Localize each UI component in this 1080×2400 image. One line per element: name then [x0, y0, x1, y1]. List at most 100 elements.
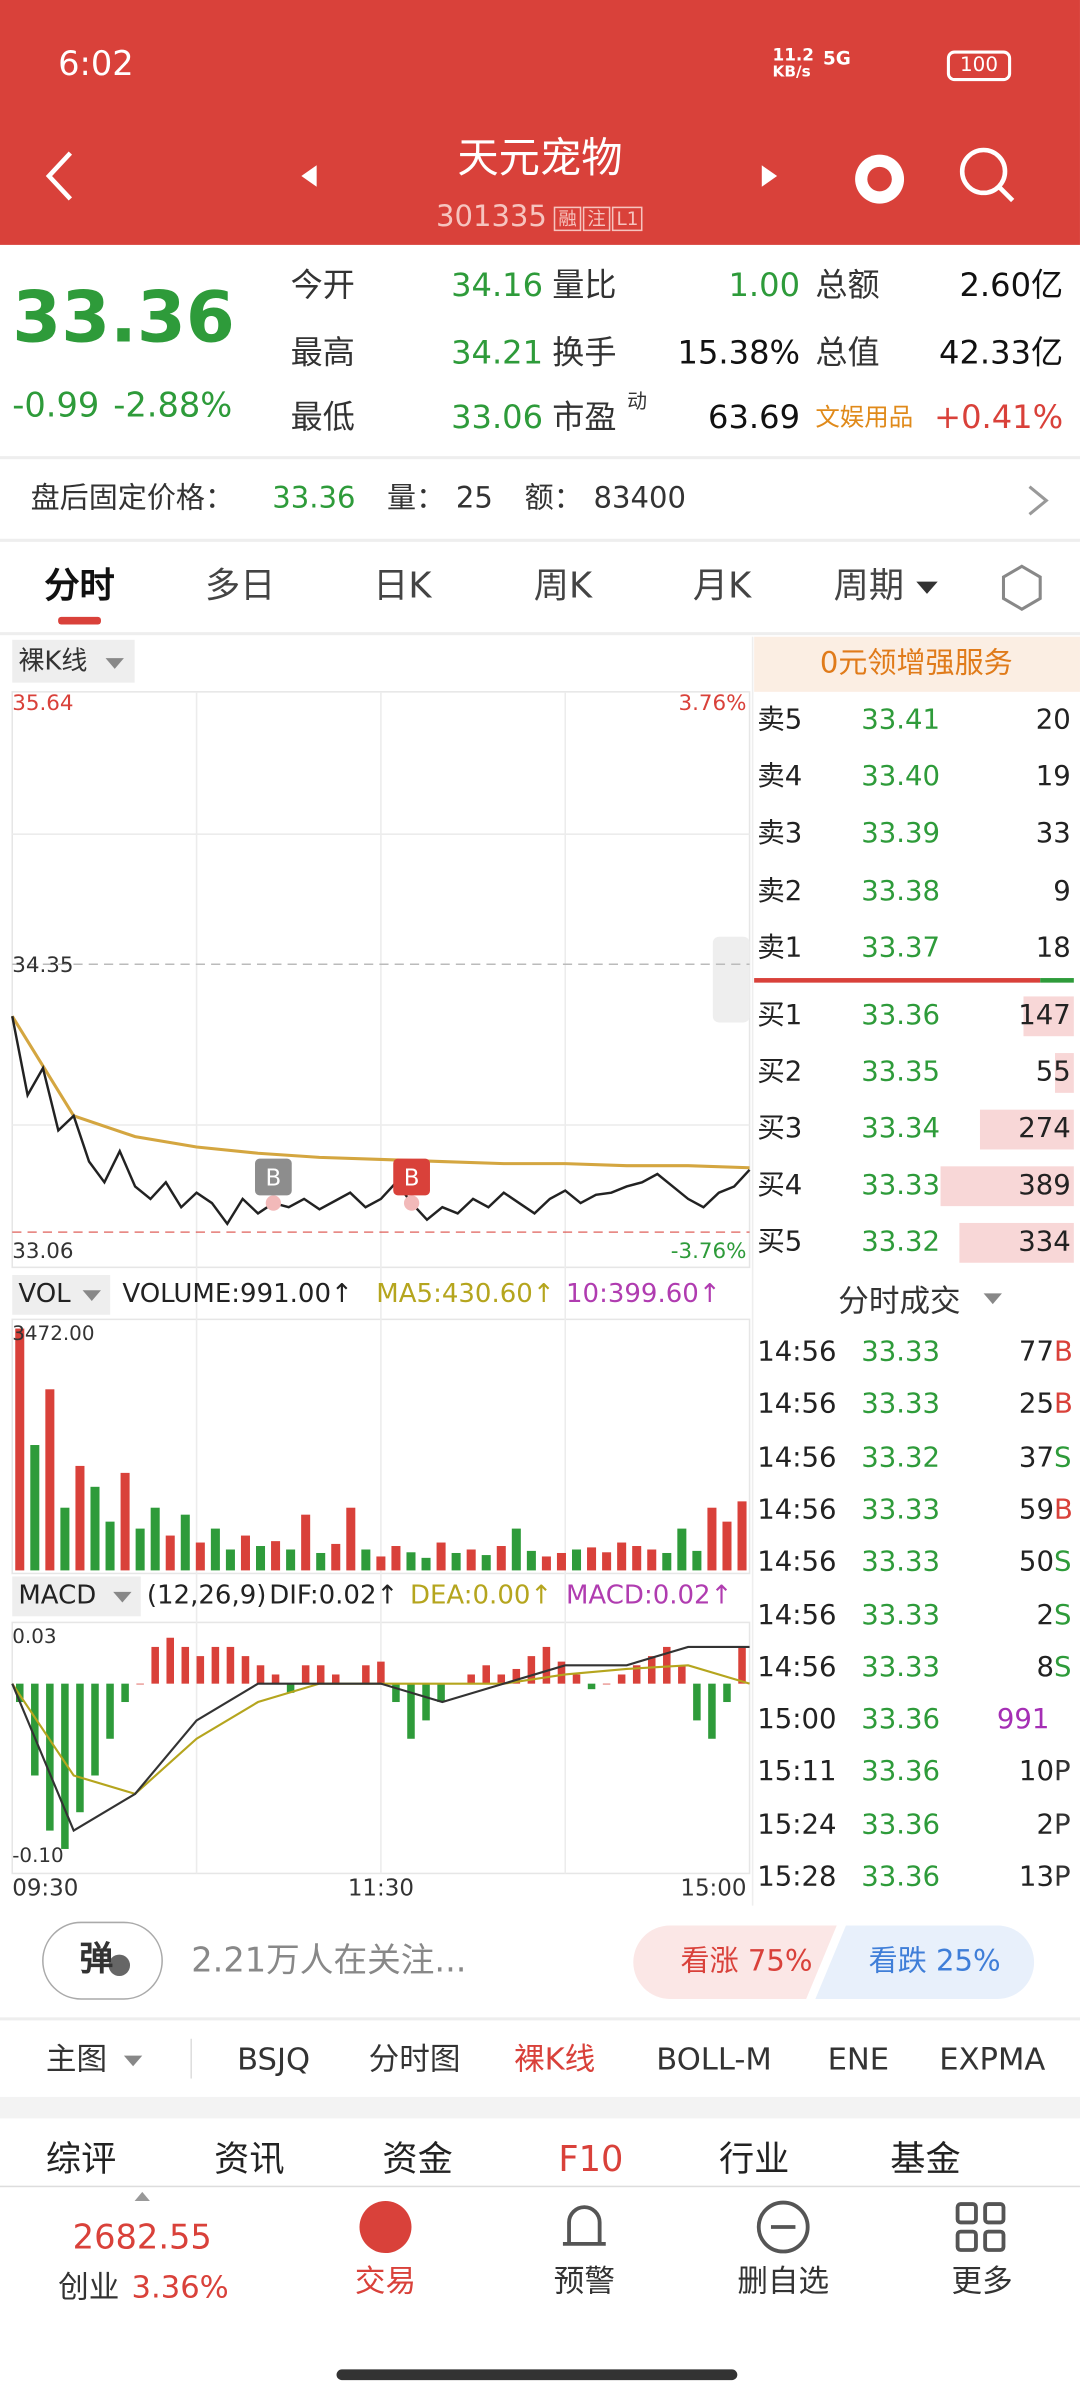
indicator-tab[interactable]: BOLL-M: [656, 2040, 772, 2078]
up-icon: [134, 2191, 150, 2202]
macd-bar: [286, 1683, 295, 1693]
bid-bar: [979, 1109, 1074, 1150]
volume-bar: [421, 1557, 431, 1571]
tab[interactable]: 周K: [533, 567, 593, 607]
macd-bar: [467, 1674, 475, 1684]
macd-bar: [181, 1646, 190, 1684]
label: 额：: [524, 481, 583, 516]
tab[interactable]: 月K: [692, 567, 752, 607]
next-icon[interactable]: [761, 165, 778, 187]
settings-icon[interactable]: [1001, 564, 1042, 611]
bid-bar: [1023, 996, 1074, 1037]
bear-pill[interactable]: [815, 1925, 1035, 1999]
bid-bar: [959, 1222, 1074, 1263]
bid-price: 33.36: [861, 999, 941, 1032]
battery: 100: [960, 54, 998, 78]
badge: 注: [582, 206, 611, 232]
pct-max: 3.76%: [678, 691, 747, 717]
selector[interactable]: MACD: [18, 1580, 97, 1611]
tab[interactable]: 日K: [373, 567, 432, 607]
search-icon[interactable]: [959, 147, 1008, 196]
divider: [0, 538, 1080, 542]
after-price: 33.36: [272, 481, 356, 516]
bid-volume: 55: [1035, 1056, 1071, 1089]
stat-value: 42.33亿: [939, 334, 1064, 372]
section-tab[interactable]: 资金: [382, 2140, 453, 2181]
bid-label: 买2: [757, 1056, 803, 1089]
remove-icon[interactable]: [756, 2200, 810, 2254]
nav-item[interactable]: 交易: [354, 2262, 417, 2299]
volume-bar: [105, 1521, 115, 1571]
ask-volume: 20: [1035, 704, 1071, 737]
macd-bar: [226, 1646, 235, 1684]
trade-side: P: [1053, 1756, 1071, 1789]
divider: [0, 2017, 1080, 2021]
volume-bar: [30, 1445, 40, 1571]
tab[interactable]: 周期: [833, 567, 905, 607]
volume-bar: [481, 1555, 491, 1571]
volume-bar: [556, 1552, 566, 1571]
nav-item[interactable]: 删自选: [737, 2262, 830, 2299]
tab[interactable]: 分时: [44, 567, 115, 607]
tab[interactable]: 多日: [204, 567, 276, 607]
indicator-tab[interactable]: 分时图: [368, 2040, 461, 2078]
dea-label: DEA:0.00↑: [409, 1580, 553, 1611]
marker-dot: [403, 1195, 420, 1211]
nav-item[interactable]: 预警: [553, 2262, 615, 2299]
dropdown-icon: [105, 658, 124, 669]
tab-underline: [58, 616, 101, 625]
indicator-tab[interactable]: EXPMA: [939, 2040, 1046, 2078]
indicator-tab[interactable]: 裸K线: [513, 2040, 596, 2078]
header-bg: [0, 0, 1080, 245]
section-tab[interactable]: 行业: [718, 2140, 790, 2181]
expand-handle[interactable]: [712, 936, 750, 1023]
price: 33.36: [12, 275, 235, 359]
stock-code: 301335: [435, 199, 547, 234]
bear[interactable]: 看跌 25%: [868, 1944, 1001, 1979]
ask-label: 卖5: [757, 704, 803, 737]
selector[interactable]: VOL: [18, 1278, 71, 1310]
change-pct: -2.88%: [113, 387, 233, 426]
indicator-tab[interactable]: 主图: [45, 2040, 108, 2078]
volume-bar: [436, 1542, 446, 1571]
prev-icon[interactable]: [301, 165, 317, 187]
volume-bar: [662, 1552, 672, 1571]
index-name: 创业: [58, 2268, 120, 2306]
section-tab[interactable]: 基金: [890, 2140, 961, 2181]
macd-bar: [121, 1683, 129, 1703]
macd-bar: [91, 1683, 99, 1776]
divider: [0, 2185, 1080, 2188]
label: 量：: [387, 481, 446, 516]
section-tab[interactable]: F10: [558, 2140, 624, 2181]
more-icon[interactable]: [955, 2202, 1006, 2252]
promo[interactable]: 0元领增强服务: [819, 646, 1013, 681]
bull-pill[interactable]: [633, 1925, 837, 1999]
trades-title[interactable]: 分时成交: [838, 1282, 961, 1320]
trade-icon[interactable]: [359, 2201, 412, 2254]
trade-time: 14:56: [757, 1336, 837, 1369]
nav-item[interactable]: 更多: [951, 2262, 1013, 2299]
back-icon[interactable]: [45, 151, 73, 201]
section-tab[interactable]: 综评: [45, 2140, 117, 2181]
stat-label: 最高: [290, 334, 355, 372]
indicator-tab[interactable]: BSJQ: [237, 2040, 311, 2078]
volume-bar: [677, 1528, 687, 1571]
alert-icon[interactable]: [562, 2205, 606, 2246]
volume-bar: [271, 1541, 281, 1571]
macd-bar: [723, 1683, 731, 1703]
danmu-button[interactable]: [42, 1921, 163, 2000]
macd-bar: [693, 1683, 701, 1721]
bull[interactable]: 看涨 75%: [680, 1944, 813, 1979]
section-tab[interactable]: 资讯: [214, 2140, 285, 2181]
trade-time: 15:00: [757, 1703, 837, 1736]
stat-label: 量比: [552, 267, 617, 304]
indicator-tab[interactable]: ENE: [827, 2040, 890, 2078]
chevron[interactable]: [1028, 485, 1049, 516]
trade-volume: 77: [1018, 1336, 1054, 1369]
trade-volume: 8: [1036, 1651, 1054, 1684]
selector[interactable]: 裸K线: [18, 646, 88, 678]
volume-bar: [75, 1465, 85, 1571]
macd-bar: [331, 1674, 340, 1684]
trade-time: 14:56: [757, 1598, 837, 1631]
